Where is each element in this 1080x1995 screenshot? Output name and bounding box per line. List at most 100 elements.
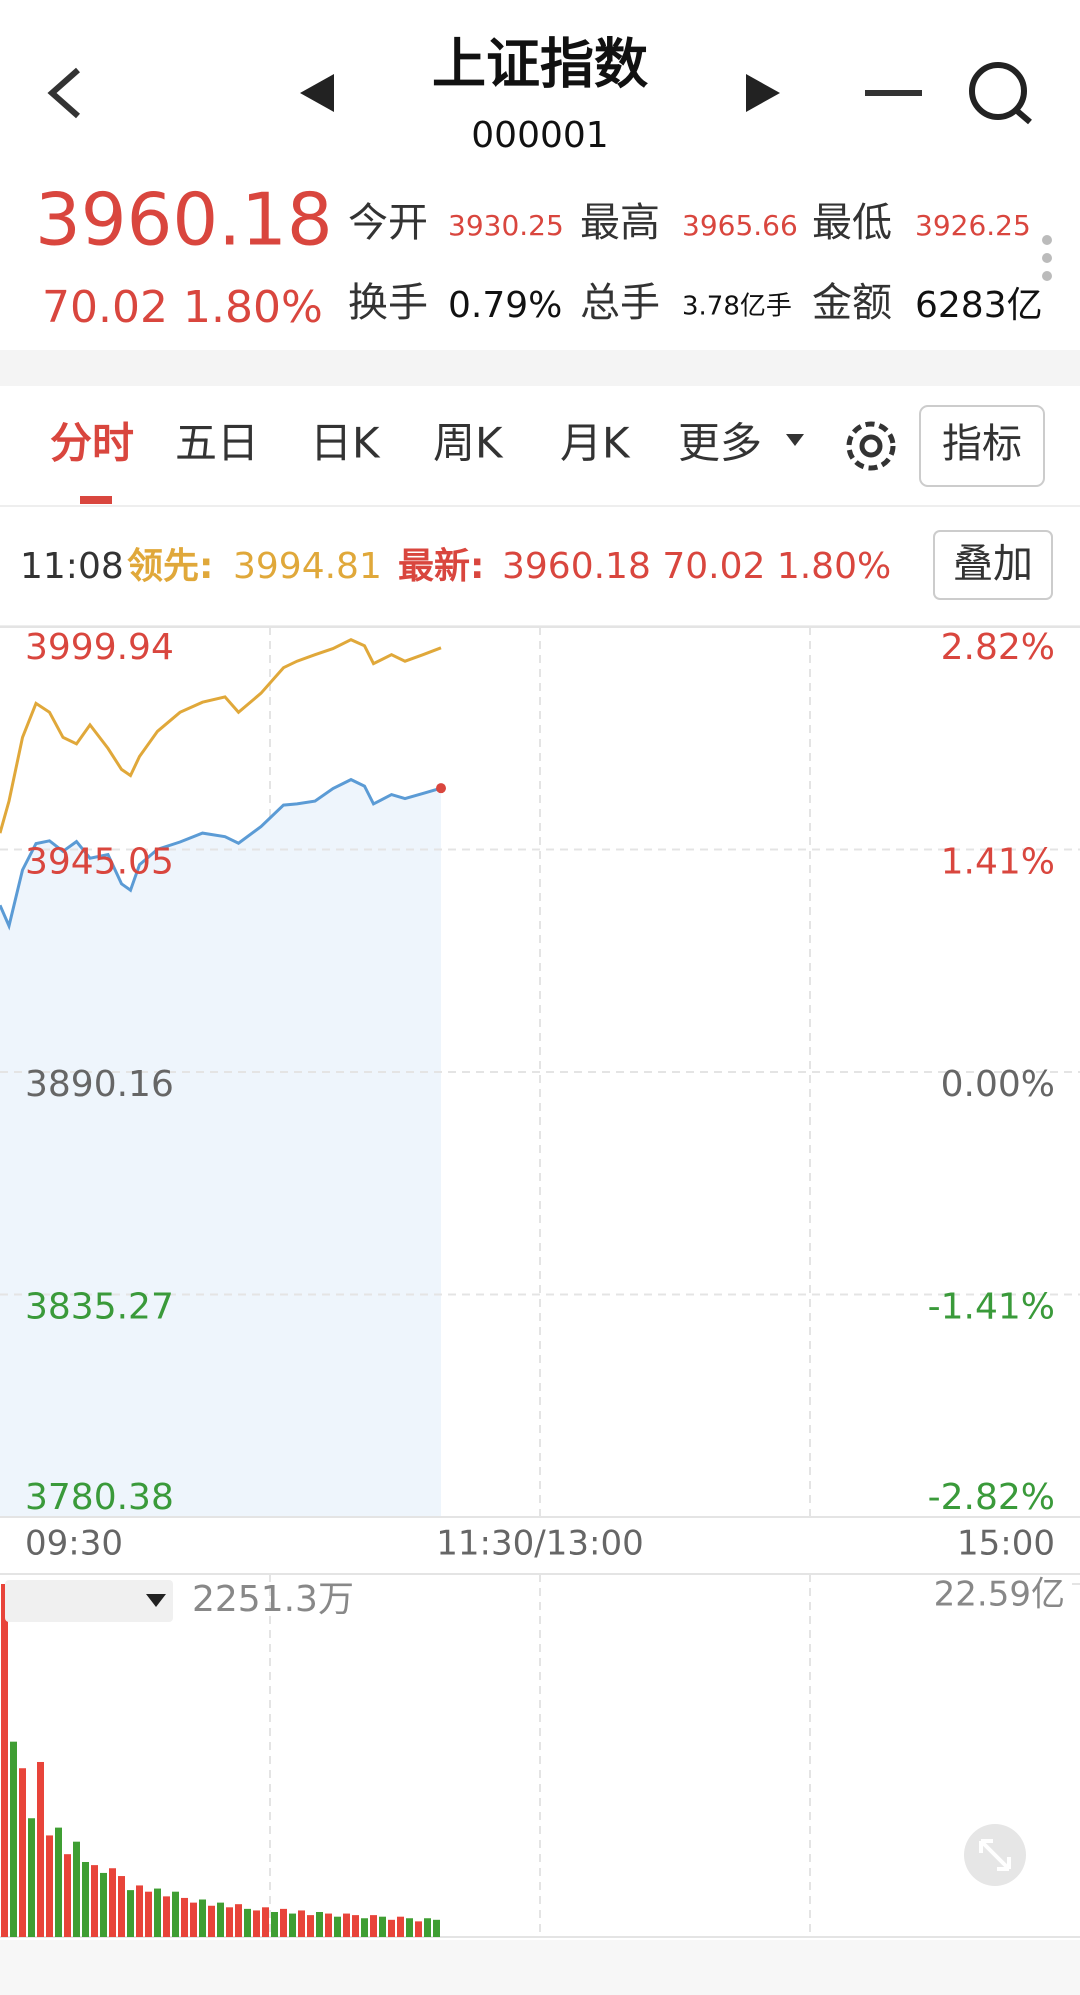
price: 3960.18 bbox=[35, 178, 333, 262]
volume-bar bbox=[190, 1902, 197, 1937]
lead-value: 3994.81 bbox=[233, 546, 382, 587]
more-arrow bbox=[786, 434, 804, 446]
last-point bbox=[436, 783, 446, 794]
tab[interactable]: 更多 bbox=[678, 419, 762, 468]
volume-bar bbox=[352, 1915, 359, 1937]
tab[interactable]: 月K bbox=[560, 419, 631, 468]
y-tick-label: 22.59亿 bbox=[934, 1575, 1065, 1615]
overlay-button-text: 叠加 bbox=[953, 541, 1033, 587]
prev-button[interactable] bbox=[300, 74, 334, 112]
volume-bar bbox=[406, 1918, 413, 1937]
volume-bar bbox=[28, 1818, 35, 1937]
tab[interactable]: 日K bbox=[310, 419, 381, 468]
volume-bar bbox=[10, 1741, 17, 1937]
volume-bar bbox=[235, 1904, 242, 1937]
tab[interactable]: 周K bbox=[433, 419, 504, 468]
volume-bar bbox=[91, 1865, 98, 1937]
stat-value: 0.79% bbox=[448, 285, 562, 326]
volume-bar bbox=[100, 1872, 107, 1937]
volume-bar bbox=[136, 1885, 143, 1937]
volume-bar bbox=[145, 1891, 152, 1937]
more-dots[interactable] bbox=[1042, 235, 1052, 281]
latest-value: 3960.18 70.02 1.80% bbox=[502, 546, 891, 587]
stat-label: 金额 bbox=[812, 280, 892, 326]
volume-annotation: 2251.3万 bbox=[192, 1579, 354, 1620]
stat-label: 换手 bbox=[348, 280, 428, 326]
indicator-button[interactable] bbox=[919, 405, 1045, 487]
lead-label: 领先: bbox=[127, 546, 213, 587]
x-tick-label: 11:30/13:00 bbox=[436, 1524, 643, 1564]
volume-bar bbox=[253, 1910, 260, 1937]
volume-bar bbox=[172, 1891, 179, 1937]
back-button[interactable] bbox=[47, 67, 80, 119]
volume-bar bbox=[271, 1911, 278, 1937]
volume-bar bbox=[217, 1902, 224, 1937]
stat-value: 3930.25 bbox=[448, 209, 564, 242]
chart: 3780.38 3835.27 3890.16 3945.05 3999.94 -2.82… bbox=[0, 626, 1080, 1938]
volume-bar bbox=[334, 1916, 341, 1937]
volume-bar bbox=[424, 1918, 431, 1937]
volume-bar bbox=[316, 1911, 323, 1937]
volume-selector[interactable] bbox=[5, 1580, 173, 1622]
y2-tick-label: -1.41% bbox=[928, 1287, 1055, 1328]
info-time: 11:08 bbox=[20, 546, 124, 587]
volume-bar bbox=[262, 1907, 269, 1937]
x-tick-label: 15:00 bbox=[957, 1524, 1055, 1564]
volume-bar bbox=[361, 1918, 368, 1937]
indicator-button-text: 指标 bbox=[942, 421, 1022, 467]
volume-bar bbox=[298, 1910, 305, 1937]
y2-tick-label: 0.00% bbox=[941, 1064, 1055, 1105]
y2-tick-label: 1.41% bbox=[941, 842, 1055, 883]
code: 000001 bbox=[471, 115, 608, 156]
change: 70.02 bbox=[42, 282, 168, 333]
volume-bar bbox=[64, 1854, 71, 1937]
volume-bar bbox=[280, 1908, 287, 1937]
volume-bar bbox=[154, 1888, 161, 1937]
footer-band bbox=[0, 1940, 1080, 1995]
y2-tick-label: -2.82% bbox=[928, 1477, 1055, 1518]
price-line bbox=[0, 638, 442, 834]
overlay-button[interactable] bbox=[933, 530, 1053, 600]
stat-value: 3926.25 bbox=[915, 209, 1031, 242]
volume-bar bbox=[109, 1868, 116, 1937]
volume-bar bbox=[388, 1919, 395, 1937]
volume-bar bbox=[127, 1890, 134, 1937]
volume-bar bbox=[415, 1921, 422, 1937]
y-tick-label: 3835.27 bbox=[25, 1287, 174, 1328]
tab[interactable]: 五日 bbox=[175, 419, 259, 468]
title: 上证指数 bbox=[432, 33, 648, 96]
y-tick-label: 3890.16 bbox=[25, 1064, 174, 1105]
stat-value: 3965.66 bbox=[682, 209, 798, 242]
tab-indicator bbox=[80, 496, 112, 504]
expand-button[interactable] bbox=[964, 1824, 1026, 1886]
volume-bar bbox=[199, 1899, 206, 1937]
stats: 今开 3930.25 最高 3965.66 最低 3926.25 换手 0.79% 总手 3.78… bbox=[348, 200, 1043, 326]
volume-bar bbox=[325, 1913, 332, 1937]
latest-label: 最新: bbox=[398, 546, 484, 587]
tab[interactable]: 分时 bbox=[50, 419, 134, 468]
volume-bar bbox=[433, 1919, 440, 1937]
volume-bar bbox=[289, 1913, 296, 1937]
volume-bar bbox=[118, 1876, 125, 1937]
change-pct: 1.80% bbox=[183, 282, 323, 333]
next-button[interactable] bbox=[746, 74, 780, 112]
price-line bbox=[0, 777, 442, 931]
y2-tick-label: 2.82% bbox=[941, 627, 1055, 668]
tabs: 分时 五日 日K 周K 月K 更多 bbox=[50, 419, 762, 468]
stat-value: 3.78亿手 bbox=[682, 292, 792, 322]
y-tick-label: 3999.94 bbox=[25, 627, 174, 668]
volume-bar bbox=[55, 1827, 62, 1937]
volume-bar bbox=[163, 1896, 170, 1937]
volume-bar bbox=[82, 1861, 89, 1937]
stat-label: 最高 bbox=[580, 200, 660, 246]
stat-label: 最低 bbox=[812, 200, 892, 246]
volume-bar bbox=[370, 1915, 377, 1937]
volume-bar bbox=[208, 1905, 215, 1937]
search-button[interactable] bbox=[969, 62, 1032, 125]
volume-bar bbox=[73, 1841, 80, 1937]
volume-bar bbox=[244, 1908, 251, 1937]
volume-bar bbox=[307, 1915, 314, 1937]
y-tick-label: 3945.05 bbox=[25, 842, 174, 883]
settings-button[interactable] bbox=[846, 421, 896, 471]
